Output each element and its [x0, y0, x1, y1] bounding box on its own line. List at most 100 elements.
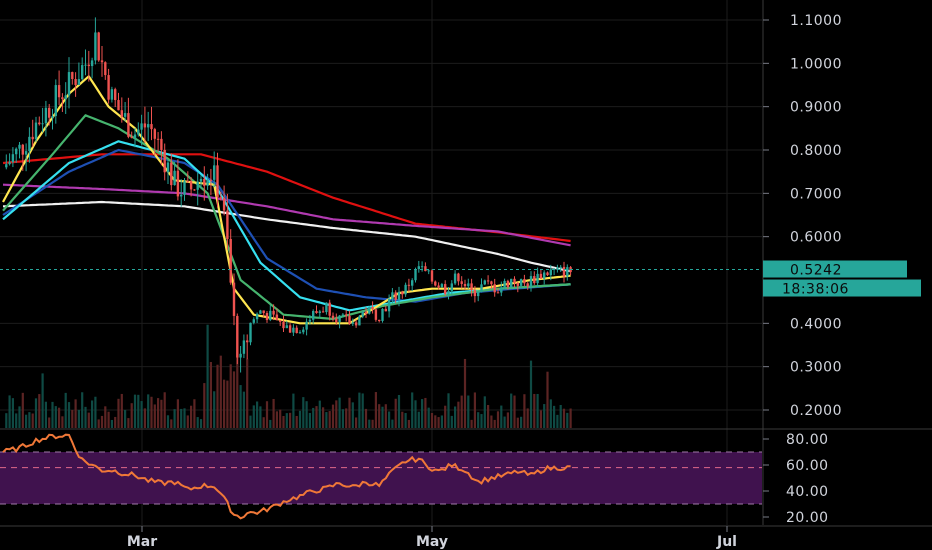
candle	[77, 79, 81, 85]
candle	[15, 148, 18, 155]
candle	[133, 134, 137, 138]
candle	[94, 32, 97, 61]
volume-bar	[81, 392, 84, 428]
candle	[325, 302, 328, 313]
volume-bar	[364, 408, 368, 428]
volume-bar	[21, 392, 24, 428]
candle	[189, 181, 193, 190]
volume-bar	[275, 411, 278, 428]
volume-bar	[295, 415, 298, 428]
volume-bar	[559, 404, 562, 428]
volume-bar	[265, 401, 269, 428]
countdown-badge	[763, 279, 921, 297]
candle	[463, 283, 467, 287]
volume-bar	[529, 360, 533, 428]
volume-bar	[91, 400, 94, 428]
candle	[74, 79, 77, 85]
candle	[480, 284, 483, 292]
volume-bar	[516, 417, 519, 428]
volume-bar	[325, 412, 328, 428]
volume-bar	[331, 404, 335, 428]
volume-bar	[269, 419, 272, 428]
price-tick-label: 0.8000	[790, 143, 842, 159]
volume-bar	[44, 401, 47, 428]
candle	[361, 311, 364, 317]
volume-bar	[361, 393, 364, 428]
volume-bar	[137, 394, 140, 428]
volume-bar	[549, 399, 552, 428]
oscillator-tick-label: 80.00	[786, 432, 829, 448]
candle	[348, 315, 351, 324]
volume-bar	[140, 401, 143, 428]
volume-bar	[477, 412, 480, 428]
volume-bar	[229, 364, 232, 428]
volume-bar	[114, 416, 117, 428]
volume-bar	[61, 416, 64, 428]
candle	[444, 284, 447, 294]
candle	[529, 276, 533, 287]
candle	[160, 138, 163, 150]
volume-bar	[124, 409, 127, 428]
candle	[140, 123, 143, 130]
volume-bar	[199, 419, 203, 428]
volume-bar	[454, 406, 457, 428]
candle	[302, 329, 305, 333]
oscillator-line	[2, 433, 571, 520]
candle	[371, 306, 374, 310]
volume-bar	[384, 404, 387, 428]
candle	[107, 75, 110, 100]
candle	[110, 89, 114, 100]
volume-bar	[249, 415, 252, 428]
candle	[199, 178, 203, 182]
candle	[533, 276, 536, 284]
candle	[123, 113, 127, 117]
volume-bar	[463, 358, 467, 428]
volume-bar	[556, 414, 559, 428]
volume-bar	[506, 412, 509, 428]
volume-bar	[127, 418, 130, 428]
volume-bar	[232, 371, 236, 428]
volume-bar	[562, 408, 566, 428]
candle	[440, 284, 444, 288]
candle	[137, 129, 140, 135]
candle	[173, 170, 176, 186]
volume-bar	[490, 415, 493, 428]
volume-bar	[546, 371, 549, 428]
volume-bar	[213, 391, 216, 428]
volume-bar	[457, 401, 460, 428]
volume-bar	[483, 396, 486, 428]
moving-average-red	[2, 153, 571, 243]
candle	[288, 325, 292, 333]
volume-bar	[190, 405, 193, 428]
volume-bar	[411, 392, 414, 428]
volume-bar	[424, 397, 427, 428]
volume-bar	[147, 394, 150, 428]
candle	[216, 165, 219, 198]
price-tick-label: 0.9000	[790, 100, 842, 116]
volume-bar	[272, 398, 275, 428]
candle	[483, 280, 486, 285]
candle	[467, 283, 470, 287]
volume-bar	[427, 407, 430, 428]
volume-bar	[312, 407, 315, 428]
volume-bar	[322, 407, 325, 428]
candle	[219, 197, 222, 199]
candle	[338, 315, 341, 323]
oscillator-band	[0, 452, 762, 504]
candle	[246, 340, 249, 343]
volume-bar	[120, 393, 123, 428]
candle	[315, 311, 318, 314]
volume-bar	[543, 404, 546, 428]
volume-bar	[163, 392, 166, 428]
candle	[486, 280, 490, 282]
volume-bar	[401, 411, 404, 428]
candle	[460, 281, 463, 284]
volume-bar	[15, 413, 18, 428]
volume-bar	[282, 415, 285, 428]
candle	[351, 322, 354, 324]
candle	[275, 314, 279, 321]
volume-bar	[407, 419, 410, 428]
volume-bar	[107, 411, 110, 428]
candle	[394, 292, 397, 300]
